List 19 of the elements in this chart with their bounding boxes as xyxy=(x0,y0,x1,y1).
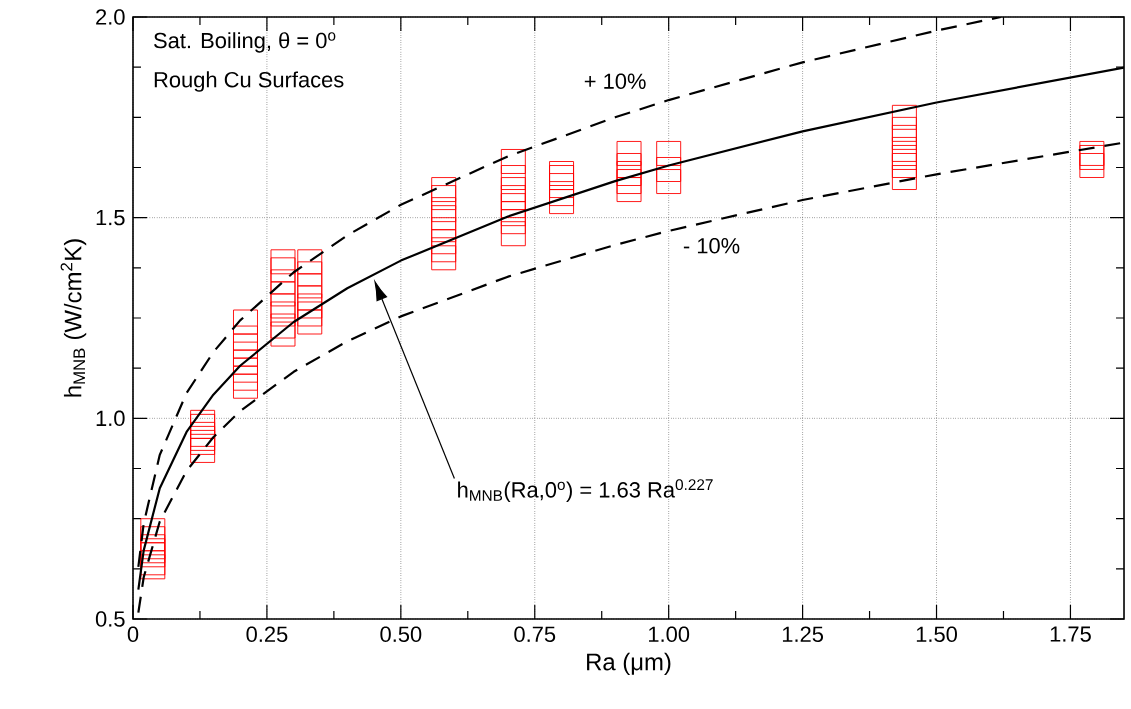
x-tick-label: 0.75 xyxy=(514,626,556,643)
y-tick-label: 2.0 xyxy=(96,9,125,25)
annotation: + 10% xyxy=(584,73,646,89)
y-tick-label: 1.5 xyxy=(96,210,125,226)
annotation: - 10% xyxy=(683,237,740,254)
x-axis-title: Ra (μm) xyxy=(587,652,671,676)
x-tick-label: 1.25 xyxy=(782,626,823,643)
x-tick-label: 0.50 xyxy=(380,626,422,643)
text: Sat. Boiling, θ = 0$^{o}$ xyxy=(154,32,336,53)
y-axis-title: h$_{MNB}$ (W/cm$^{2}$K) xyxy=(60,239,87,397)
x-tick-label: 1.00 xyxy=(649,626,690,643)
text: Rough Cu Surfaces xyxy=(154,71,344,92)
x-tick-label: 1.50 xyxy=(916,626,957,643)
y-tick-label: 0.5 xyxy=(95,611,125,627)
y-tick-label: 1.0 xyxy=(96,410,125,427)
x-tick-label: 1.75 xyxy=(1050,626,1091,642)
x-tick-label: 0 xyxy=(127,626,139,643)
annotation: h$_{MNB}$(Ra,0$^{o}$) = 1.63 Ra$^{0.227}$ xyxy=(458,479,713,502)
x-tick-label: 0.25 xyxy=(246,626,288,643)
